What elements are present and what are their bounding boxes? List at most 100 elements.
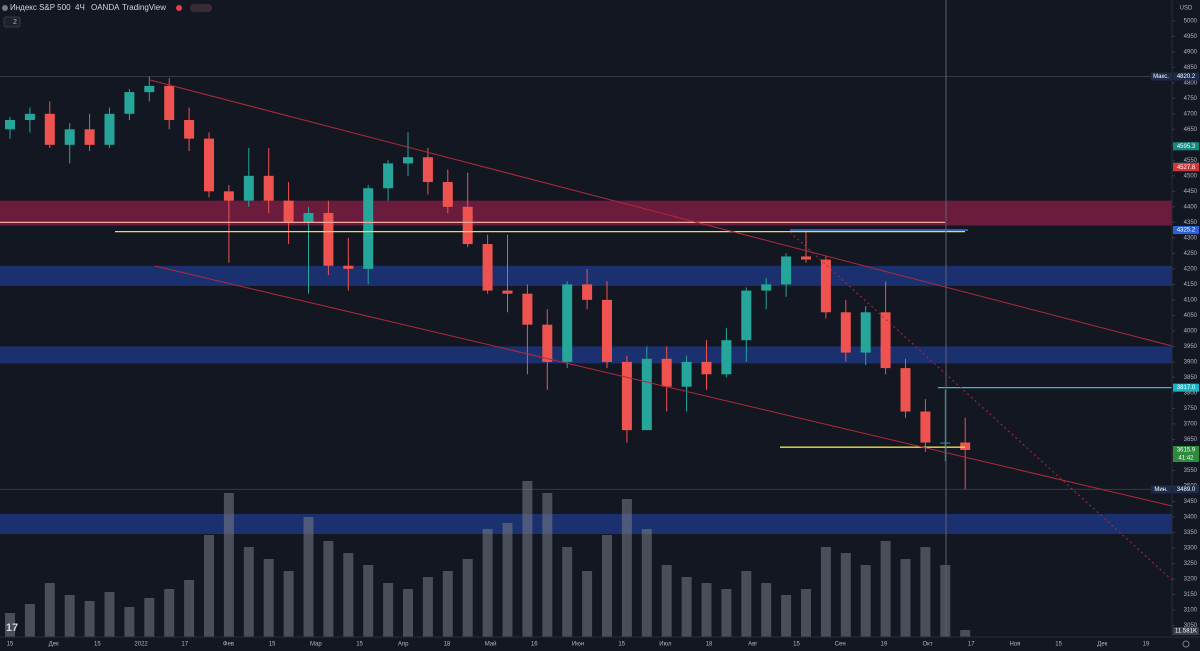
candle-body	[204, 138, 214, 192]
candle-body	[641, 358, 652, 431]
y-tick-label: 3550	[1184, 468, 1198, 474]
volume-bar	[960, 630, 971, 637]
candle-body	[223, 191, 234, 201]
y-tick-label: 4800	[1184, 80, 1198, 86]
volume-bar	[801, 589, 811, 637]
candle-body	[602, 299, 612, 362]
volume-bar	[880, 541, 891, 637]
y-tick-label: 4650	[1184, 127, 1198, 133]
candle-body	[940, 442, 951, 444]
y-tick-label: 4500	[1184, 173, 1198, 179]
candle-body	[124, 92, 135, 114]
y-tick-label: 4200	[1184, 266, 1198, 272]
y-tick-label: 4300	[1184, 235, 1198, 241]
candle-body	[542, 324, 553, 362]
y-tick-label: 3700	[1184, 422, 1198, 428]
volume-bar	[582, 571, 593, 637]
candle-body	[422, 157, 433, 183]
volume-bar	[243, 547, 254, 637]
volume-bar	[721, 589, 732, 637]
x-tick-label: 15	[618, 642, 625, 648]
settings-icon[interactable]	[1182, 640, 1190, 648]
candle-body	[144, 85, 155, 93]
symbol: Индекс S&P 500	[10, 3, 71, 12]
x-tick-label: Июл	[659, 642, 672, 648]
y-tick-label: 3450	[1184, 499, 1198, 505]
volume-bar	[781, 595, 792, 637]
volume-bar	[542, 493, 553, 637]
price-axis	[1172, 0, 1200, 651]
candle-body	[880, 312, 891, 369]
volume-bar	[422, 577, 433, 637]
x-tick-label: 15	[7, 642, 14, 648]
volume-bar	[124, 607, 135, 637]
volume-bar	[383, 583, 394, 637]
x-tick-label: Май	[485, 641, 497, 648]
x-tick-label: Апр	[398, 642, 409, 648]
candle-body	[761, 284, 772, 291]
volume-bar	[761, 583, 772, 637]
candle-body	[621, 361, 632, 431]
candle-body	[383, 163, 394, 189]
candle-body	[681, 361, 692, 387]
y-tick-label: 3200	[1184, 577, 1198, 583]
candle-body	[801, 256, 811, 260]
candle-body	[363, 188, 374, 269]
candle-body	[164, 85, 175, 121]
y-tick-label: 4850	[1184, 65, 1198, 71]
indicator-toggle[interactable]	[3, 16, 21, 28]
volume-bar	[363, 565, 374, 637]
price-tag-label: 4820.2	[1177, 74, 1196, 80]
price-tag	[1173, 226, 1199, 235]
volume-bar	[144, 598, 155, 637]
y-tick-label: 3150	[1184, 592, 1198, 598]
volume-bar	[343, 553, 354, 637]
volume-bar	[900, 559, 911, 637]
candle-body	[283, 200, 294, 223]
volume-bar	[522, 481, 533, 637]
y-tick-label: 3900	[1184, 359, 1198, 365]
symbol-icon	[2, 5, 8, 11]
y-tick-label: 4400	[1184, 204, 1198, 210]
candle-body	[522, 293, 533, 325]
x-tick-label: 2022	[134, 642, 148, 648]
status-dot	[176, 5, 182, 11]
y-tick-label: 4550	[1184, 158, 1198, 164]
volume-bar	[164, 589, 175, 637]
candle-body	[562, 284, 573, 362]
y-tick-label: 3750	[1184, 406, 1198, 412]
volume-bar	[64, 595, 75, 637]
candle-body	[661, 358, 672, 387]
y-tick-label: 4050	[1184, 313, 1198, 319]
volume-bar	[323, 541, 334, 637]
x-tick-label: 15	[356, 642, 363, 648]
interval: 4Ч	[75, 3, 85, 12]
x-tick-label: Дек	[49, 642, 59, 648]
indicator-count: 2	[13, 19, 17, 26]
status-pill[interactable]	[190, 4, 212, 12]
volume-bar	[820, 547, 831, 637]
volume-bar	[24, 604, 35, 637]
candle-body	[343, 265, 354, 269]
source: OANDA	[91, 3, 120, 12]
price-tag-label: 4325.2	[1177, 228, 1196, 234]
tv-logo[interactable]: 17	[6, 622, 18, 634]
volume-bar	[442, 571, 453, 637]
candle-body	[462, 206, 473, 245]
zone	[0, 200, 1172, 226]
currency: USD	[1180, 6, 1193, 12]
price-tag	[1173, 446, 1199, 463]
candle-body	[840, 312, 851, 353]
volume-bar	[741, 571, 752, 637]
candle-body	[5, 120, 15, 130]
candle-body	[920, 411, 931, 443]
candle-body	[303, 213, 314, 223]
price-tag-timer: 41:42	[1178, 456, 1194, 462]
y-tick-label: 4950	[1184, 34, 1198, 40]
zone	[0, 346, 1172, 364]
y-tick-label: 5000	[1184, 18, 1198, 24]
volume-bar	[223, 493, 234, 637]
y-tick-label: 4100	[1184, 297, 1198, 303]
price-tag-label: 3817.0	[1177, 385, 1196, 391]
y-tick-label: 4350	[1184, 220, 1198, 226]
